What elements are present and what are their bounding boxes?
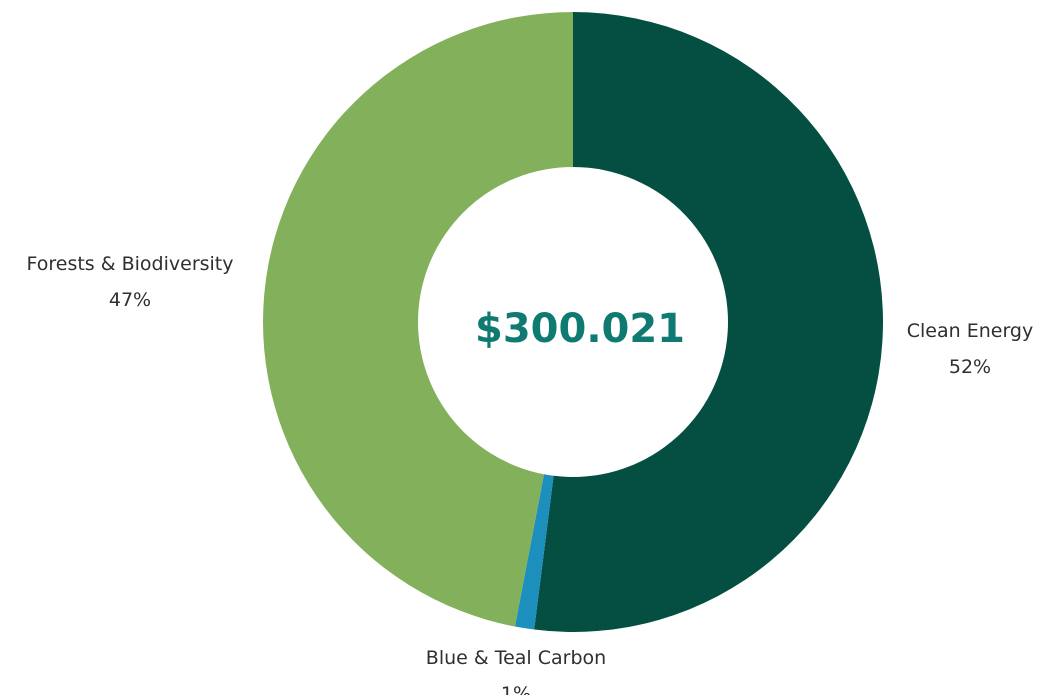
center-total-value: $300.021 xyxy=(475,306,685,352)
slice-percent-label: 1% xyxy=(501,683,531,695)
slice-name-label: Clean Energy xyxy=(907,320,1033,342)
slice-name-label: Forests & Biodiversity xyxy=(27,253,234,275)
slice-name-label: Blue & Teal Carbon xyxy=(426,647,606,669)
slice-percent-label: 52% xyxy=(949,356,991,378)
slice-percent-label: 47% xyxy=(109,289,151,311)
